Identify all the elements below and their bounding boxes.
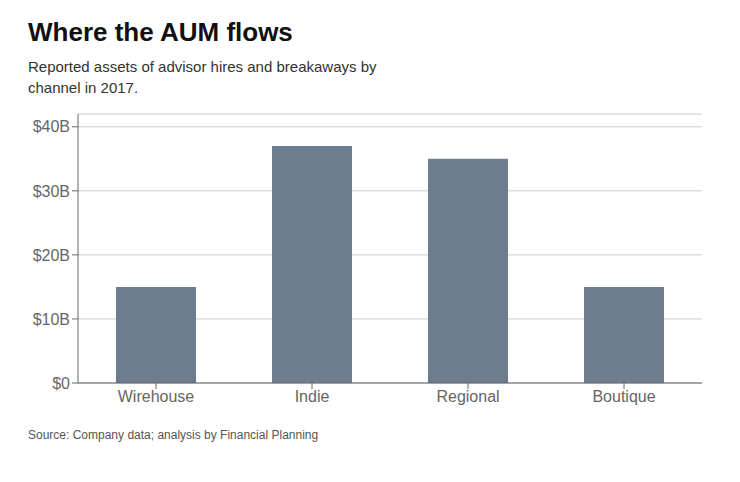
html-text:Reported assets of advisor hir: Reported assets of advisor hires and bre…	[28, 58, 377, 75]
svg-text:$30B: $30B	[33, 183, 70, 200]
svg-text:$20B: $20B	[33, 247, 70, 264]
svg-text:$40B: $40B	[33, 118, 70, 135]
svg-text:$0: $0	[52, 375, 70, 392]
svg-text:Boutique: Boutique	[592, 388, 655, 405]
html-text:Where the AUM flows: Where the AUM flows	[28, 17, 293, 47]
svg-text:Wirehouse: Wirehouse	[118, 388, 195, 405]
svg-text:Indie: Indie	[295, 388, 330, 405]
svg-text:$10B: $10B	[33, 311, 70, 328]
html-text:Source: Company data; analysis: Source: Company data; analysis by Financ…	[28, 428, 319, 442]
html-text:channel in 2017.: channel in 2017.	[28, 79, 139, 96]
svg-text:Regional: Regional	[436, 388, 499, 405]
